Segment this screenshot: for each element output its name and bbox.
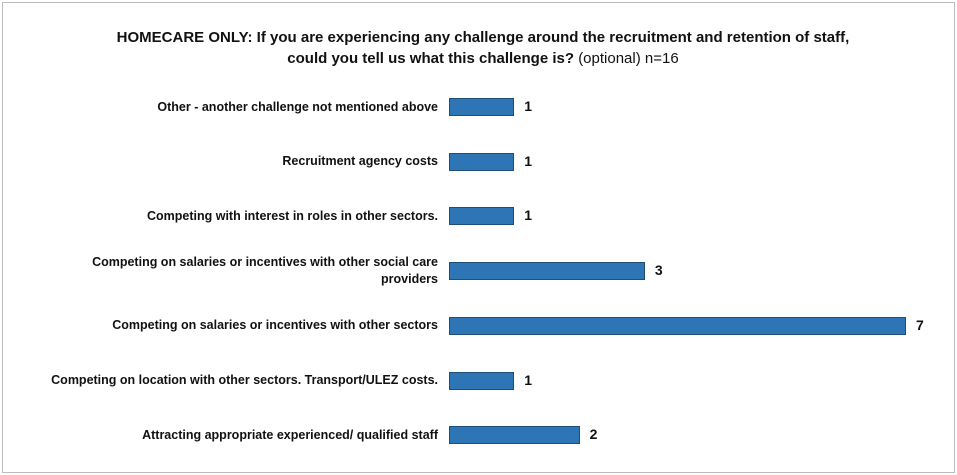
bar <box>449 371 515 390</box>
data-label: 1 <box>524 207 533 224</box>
data-label: 7 <box>916 316 924 333</box>
bar <box>449 98 515 116</box>
data-label: 1 <box>524 152 533 169</box>
data-label: 1 <box>524 98 533 114</box>
category-label: Competing on salaries or incentives with… <box>92 255 438 287</box>
data-label: 3 <box>654 262 663 279</box>
bar <box>449 426 580 445</box>
category-label: Competing with interest in roles in othe… <box>146 208 438 223</box>
category-label: Recruitment agency costs <box>282 154 438 169</box>
category-label: Other - another challenge not mentioned … <box>157 99 438 114</box>
category-label: Competing on location with other sectors… <box>51 373 438 387</box>
data-label: 2 <box>589 426 598 443</box>
title: HOMECARE ONLY: If you are experiencing a… <box>116 29 850 67</box>
bar <box>449 262 645 281</box>
bar <box>449 316 906 335</box>
subtitle: (optional) n=16 <box>578 50 679 67</box>
data-label: 1 <box>524 371 533 388</box>
bar <box>449 152 515 171</box>
category-label: Attracting appropriate experienced/ qual… <box>142 427 438 442</box>
chart-title: HOMECARE ONLY: If you are experiencing a… <box>103 27 863 69</box>
category-label: Competing on salaries or incentives with… <box>112 318 438 333</box>
bar <box>449 207 515 226</box>
